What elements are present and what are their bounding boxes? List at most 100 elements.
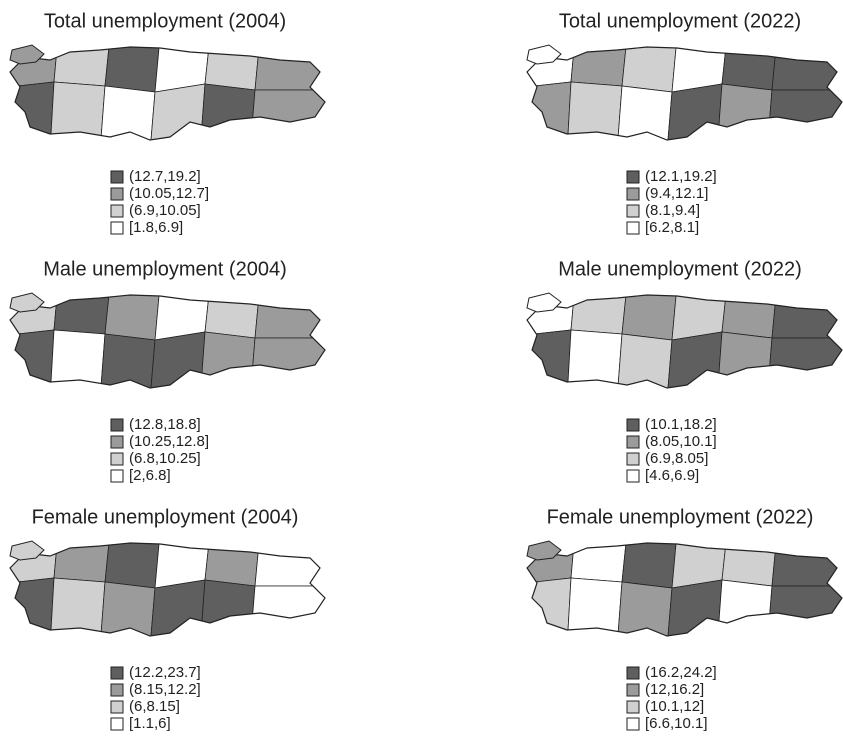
- region: [526, 44, 562, 65]
- legend-label: (12.7,19.2]: [129, 168, 201, 185]
- region: [570, 47, 628, 87]
- legend-label: (12.2,23.7]: [129, 664, 201, 681]
- legend-swatch: [110, 221, 124, 235]
- regions: [527, 47, 842, 140]
- region: [671, 295, 728, 341]
- region: [566, 81, 623, 140]
- regions: [10, 47, 325, 140]
- region: [104, 47, 161, 93]
- region: [621, 543, 678, 589]
- map: [526, 44, 843, 141]
- regions: [10, 295, 325, 388]
- legend-label: (8.1,9.4]: [645, 202, 700, 219]
- region: [526, 540, 562, 561]
- legend-label: [6.2,8.1]: [645, 219, 699, 236]
- legend-label: (9.4,12.1]: [645, 185, 708, 202]
- legend-swatch: [110, 700, 124, 714]
- region: [666, 83, 723, 140]
- legend-swatch: [626, 666, 640, 680]
- legend-label: [1.8,6.9]: [129, 219, 183, 236]
- legend-swatch: [110, 170, 124, 184]
- region: [570, 543, 628, 583]
- region: [9, 44, 45, 65]
- legend-swatch: [626, 700, 640, 714]
- panel-title: Total unemployment (2022): [559, 10, 801, 32]
- region: [154, 543, 211, 589]
- legend-label: (10.1,18.2]: [645, 416, 717, 433]
- map: [9, 540, 326, 637]
- region: [99, 581, 156, 636]
- legend-label: (12.1,19.2]: [645, 168, 717, 185]
- region: [721, 47, 778, 91]
- region: [254, 543, 325, 587]
- legend-label: (16.2,24.2]: [645, 664, 717, 681]
- region: [149, 83, 206, 140]
- legend-swatch: [110, 418, 124, 432]
- legend-swatch: [626, 204, 640, 218]
- region: [721, 543, 778, 587]
- map: [9, 292, 326, 389]
- region: [104, 295, 161, 341]
- regions: [527, 543, 842, 636]
- legend-label: [2,6.8]: [129, 467, 171, 484]
- region: [49, 329, 106, 388]
- regions: [10, 543, 325, 636]
- region: [566, 329, 623, 388]
- legend-label: (6.8,10.25]: [129, 450, 201, 467]
- regions: [527, 295, 842, 388]
- map-outline: [9, 46, 326, 141]
- region: [666, 331, 723, 388]
- legend-swatch: [626, 683, 640, 697]
- legend-label: (12,16.2]: [645, 681, 704, 698]
- map-outline: [9, 542, 326, 637]
- legend-label: (8.05,10.1]: [645, 433, 717, 450]
- region: [254, 47, 325, 91]
- legend-label: [6.6,10.1]: [645, 715, 708, 732]
- legend-label: (12.8,18.8]: [129, 416, 201, 433]
- panel-title: Total unemployment (2004): [44, 10, 286, 32]
- legend-swatch: [626, 717, 640, 731]
- region: [566, 577, 623, 636]
- legend-swatch: [110, 717, 124, 731]
- legend-swatch: [626, 435, 640, 449]
- region: [671, 543, 728, 589]
- region: [204, 47, 261, 91]
- legend-swatch: [110, 204, 124, 218]
- legend-label: (6.9,8.05]: [645, 450, 708, 467]
- region: [204, 295, 261, 339]
- region: [771, 543, 842, 587]
- region: [721, 295, 778, 339]
- legend-swatch: [626, 221, 640, 235]
- region: [9, 540, 45, 561]
- legend-label: (10.25,12.8]: [129, 433, 209, 450]
- region: [771, 47, 842, 91]
- map-outline: [526, 294, 843, 389]
- panel-title: Female unemployment (2022): [547, 506, 814, 528]
- region: [53, 295, 111, 335]
- region: [104, 543, 161, 589]
- region: [204, 543, 261, 587]
- legend-label: [1.1,6]: [129, 715, 171, 732]
- region: [99, 333, 156, 388]
- region: [616, 333, 673, 388]
- region: [621, 295, 678, 341]
- region: [9, 292, 45, 313]
- legend-label: (6,8.15]: [129, 698, 180, 715]
- region: [49, 577, 106, 636]
- panel-title: Female unemployment (2004): [32, 506, 299, 528]
- map-outline: [526, 542, 843, 637]
- region: [154, 47, 211, 93]
- region: [621, 47, 678, 93]
- region: [671, 47, 728, 93]
- map: [526, 292, 843, 389]
- region: [49, 81, 106, 140]
- map: [9, 44, 326, 141]
- legend-swatch: [110, 187, 124, 201]
- region: [254, 295, 325, 339]
- region: [666, 579, 723, 636]
- legend-swatch: [626, 187, 640, 201]
- legend-swatch: [110, 469, 124, 483]
- legend-swatch: [110, 452, 124, 466]
- region: [570, 295, 628, 335]
